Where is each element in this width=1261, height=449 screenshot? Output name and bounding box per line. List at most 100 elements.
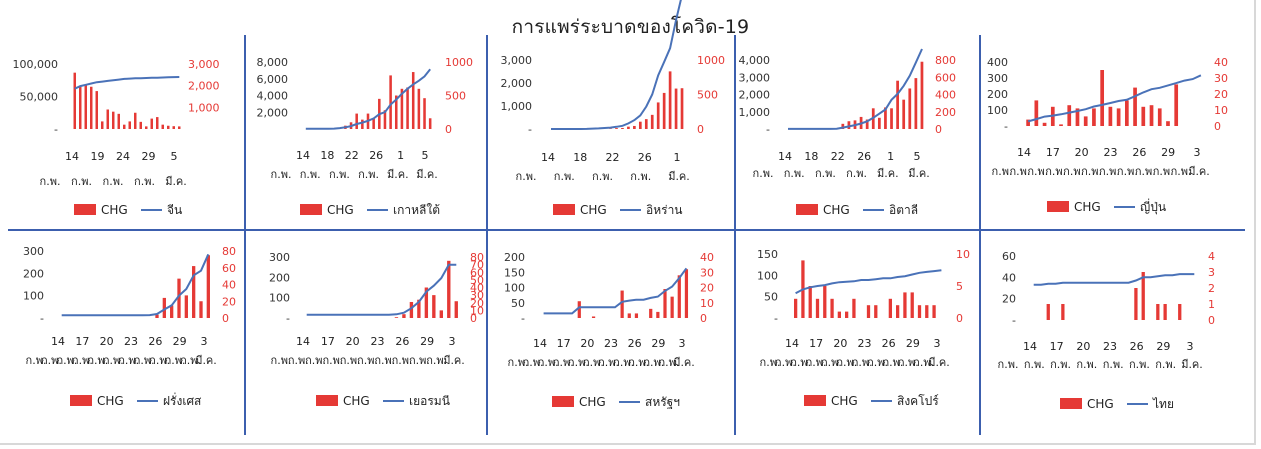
x-axis-tick: 3: [679, 337, 686, 350]
legend-bar-swatch: [316, 395, 338, 406]
x-axis-tick: 29: [173, 335, 187, 348]
bar: [884, 107, 887, 129]
left-axis-tick: 50: [511, 297, 525, 310]
x-axis-tick: 3: [201, 335, 208, 348]
right-axis-tick: 30: [1214, 72, 1228, 85]
x-axis-month-label: ก.พ.: [271, 354, 292, 367]
right-axis-tick: 40: [700, 251, 714, 264]
legend-bar-swatch: [553, 204, 575, 215]
legend-line-label: ญี่ปุ่น: [1140, 198, 1166, 215]
bar: [177, 278, 181, 318]
bar: [162, 297, 166, 318]
chart-legend: CHG ฝรั่งเศส: [70, 392, 202, 408]
x-axis-tick: 5: [914, 150, 921, 163]
left-axis-tick: 2,000: [739, 89, 771, 102]
right-axis-tick: 60: [222, 262, 236, 275]
bar: [79, 85, 82, 129]
x-axis-tick: 29: [1161, 146, 1175, 159]
x-axis-month-label: ก.พ.: [103, 175, 124, 188]
right-axis-tick: 1000: [697, 54, 725, 67]
right-axis-tick: 200: [935, 106, 956, 119]
legend-line-label: เกาหลีใต้: [393, 203, 440, 217]
left-axis-tick: 1,000: [739, 106, 771, 119]
x-axis-month-label: มี.ค.: [668, 170, 690, 183]
chart-legend: CHG สหรัฐฯ: [552, 395, 680, 409]
x-axis-month-label: ก.พ.: [882, 356, 903, 369]
legend-bar-swatch: [796, 204, 818, 215]
bar: [394, 95, 398, 129]
x-axis-month-label: มี.ค.: [443, 354, 465, 367]
right-axis-tick: 400: [935, 89, 956, 102]
x-axis-tick: 22: [606, 151, 620, 164]
legend-bar-swatch: [300, 204, 322, 215]
legend-line-label: ไทย: [1152, 397, 1174, 411]
legend-bar-label: CHG: [831, 394, 858, 408]
series-line: [61, 253, 210, 317]
x-axis-month-label: ก.พ.: [898, 356, 919, 369]
right-axis-tick: 0: [956, 312, 963, 325]
legend-bar-label: CHG: [1074, 200, 1101, 214]
bar: [383, 110, 387, 129]
bar: [591, 316, 596, 318]
x-axis-tick: 29: [651, 337, 665, 350]
x-axis-month-label: ก.พ.: [852, 356, 873, 369]
right-axis-tick: 1000: [445, 56, 473, 69]
bar: [615, 128, 618, 129]
x-axis-tick: 17: [321, 335, 335, 348]
x-axis-tick: 14: [541, 151, 555, 164]
right-axis-tick: 20: [222, 295, 236, 308]
bar: [439, 310, 443, 318]
bar: [73, 72, 76, 129]
x-axis-month-label: ก.พ.: [643, 356, 664, 369]
chart-legend: CHG สิงคโปร์: [804, 394, 939, 408]
bar: [633, 125, 636, 129]
x-axis-tick: 23: [371, 335, 385, 348]
chart-panel-2: 2,000 4,000 6,000 8,000 0 500 1000 14 18 22 26 1 5 ก.…: [257, 56, 474, 217]
chart-legend: CHG ญี่ปุ่น: [1047, 198, 1166, 215]
bar: [361, 119, 364, 129]
bar: [852, 298, 856, 318]
bar: [896, 305, 900, 318]
x-axis-month-label: มี.ค.: [908, 167, 930, 180]
bar: [161, 124, 164, 129]
left-axis-tick: 100: [23, 290, 44, 303]
x-axis-tick: 26: [628, 337, 642, 350]
bar: [866, 305, 871, 318]
bar: [865, 119, 869, 129]
x-axis-month-label: ก.พ.: [998, 358, 1019, 371]
bar: [178, 126, 181, 129]
x-axis-tick: 19: [91, 150, 105, 163]
left-axis-tick: 20: [1002, 293, 1016, 306]
x-axis-month-label: มี.ค.: [416, 168, 438, 181]
bar: [199, 301, 203, 318]
x-axis-month-label: ก.พ.: [71, 175, 92, 188]
x-axis-month-label: ก.พ.: [357, 354, 378, 367]
x-axis-tick: 14: [51, 335, 65, 348]
bar: [896, 80, 899, 129]
x-axis-month-label: ก.พ.: [134, 354, 155, 367]
x-axis-month-label: ก.พ.: [630, 170, 651, 183]
bar: [206, 255, 210, 318]
chart-legend: CHG เกาหลีใต้: [300, 203, 440, 217]
right-axis-tick: 800: [935, 54, 956, 67]
bar: [1061, 304, 1065, 320]
x-axis-tick: 26: [882, 337, 896, 350]
right-axis-tick: 40: [470, 282, 484, 295]
x-axis-month-label: ก.พ.: [553, 356, 574, 369]
bar: [411, 72, 415, 129]
left-axis-tick: 200: [269, 271, 290, 284]
left-axis-tick: 2,000: [257, 106, 289, 119]
x-axis-month-label: ก.พ.: [1050, 358, 1071, 371]
left-axis-tick: -: [521, 312, 525, 325]
x-axis-month-label: ก.พ.: [1076, 358, 1097, 371]
x-axis-tick: 14: [1023, 340, 1037, 353]
bar: [815, 298, 820, 318]
left-axis-tick: -: [286, 312, 290, 325]
x-axis-month-label: ก.พ.: [592, 170, 613, 183]
x-axis-tick: 23: [124, 335, 138, 348]
x-axis-tick: 18: [573, 151, 587, 164]
bar: [117, 113, 120, 129]
